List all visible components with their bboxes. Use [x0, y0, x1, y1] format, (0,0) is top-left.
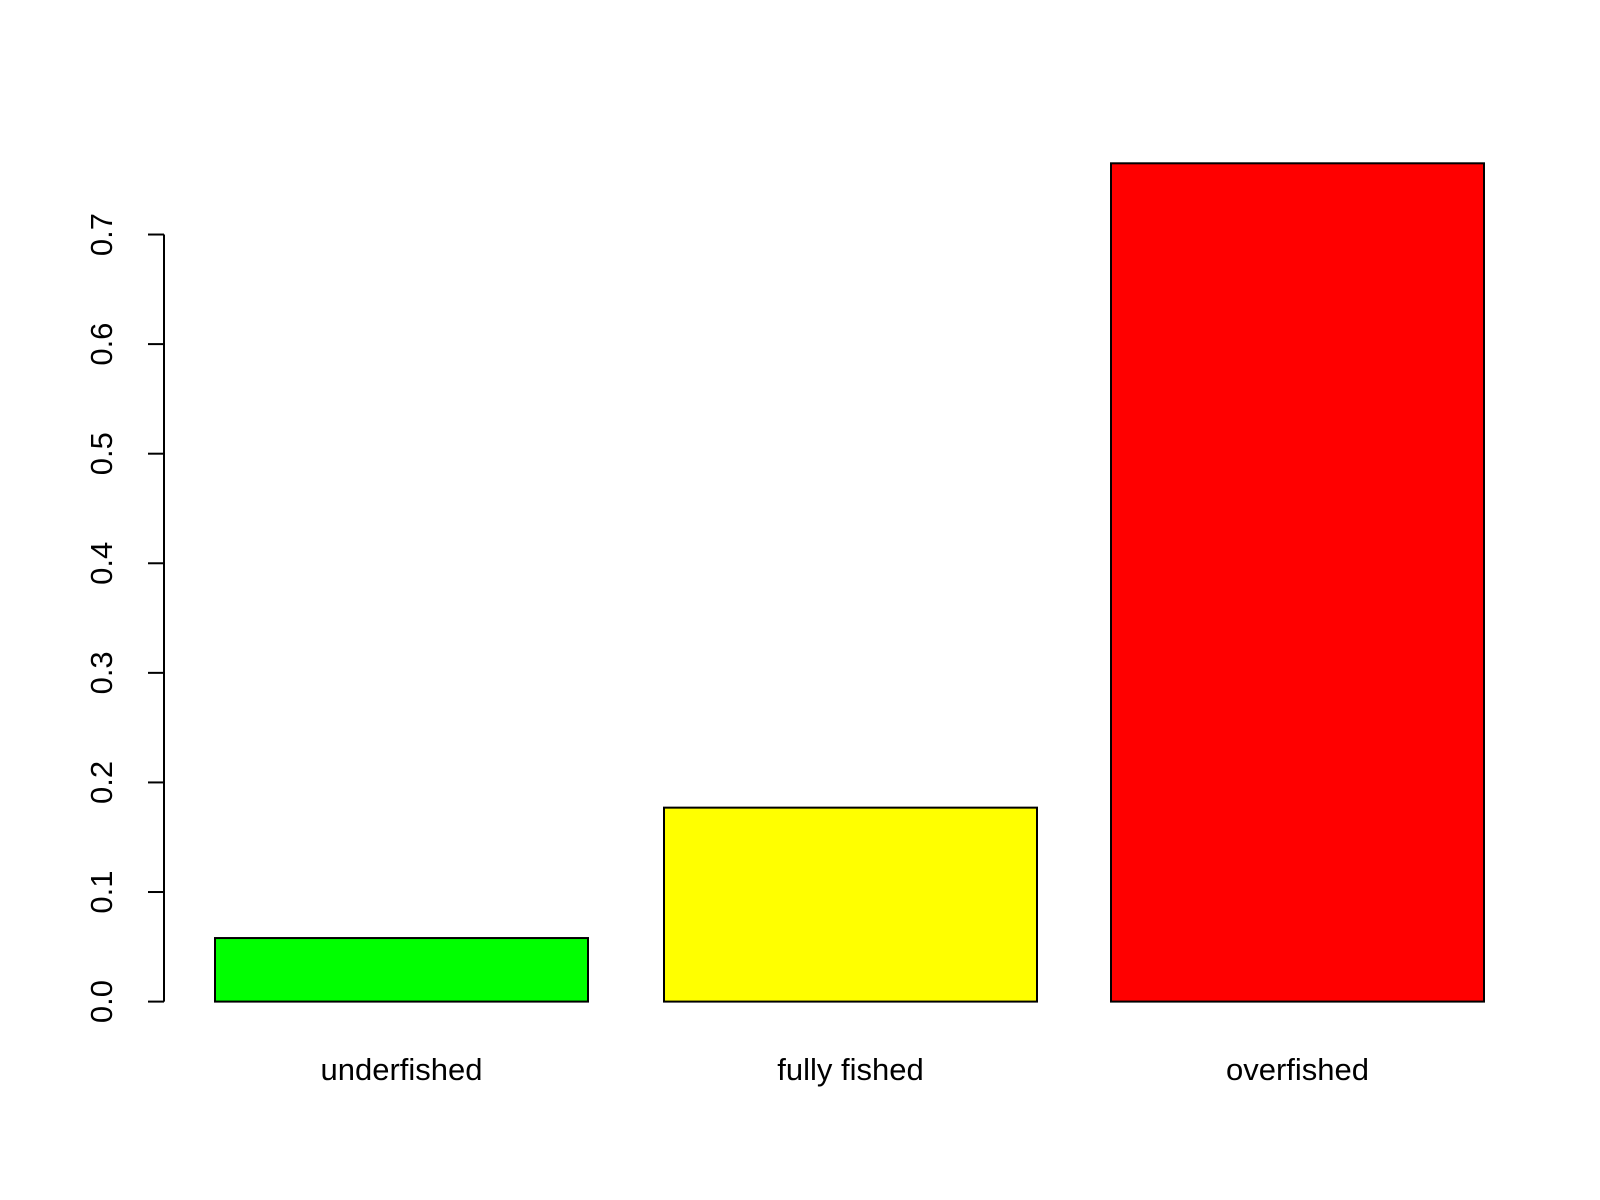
bar — [663, 806, 1038, 1003]
y-tick-label: 0.2 — [84, 761, 119, 804]
y-tick-label: 0.5 — [84, 432, 119, 475]
y-tick-label: 0.7 — [84, 213, 119, 256]
bar — [214, 937, 589, 1003]
y-tick-label: 0.4 — [84, 542, 119, 585]
bar — [1110, 162, 1485, 1003]
x-tick-label: overfished — [1226, 1052, 1369, 1087]
y-tick-label: 0.0 — [84, 980, 119, 1023]
x-tick-label: underfished — [320, 1052, 482, 1087]
y-tick-label: 0.1 — [84, 870, 119, 913]
y-tick-label: 0.6 — [84, 323, 119, 366]
y-tick-label: 0.3 — [84, 651, 119, 694]
x-tick-label: fully fished — [777, 1052, 923, 1087]
